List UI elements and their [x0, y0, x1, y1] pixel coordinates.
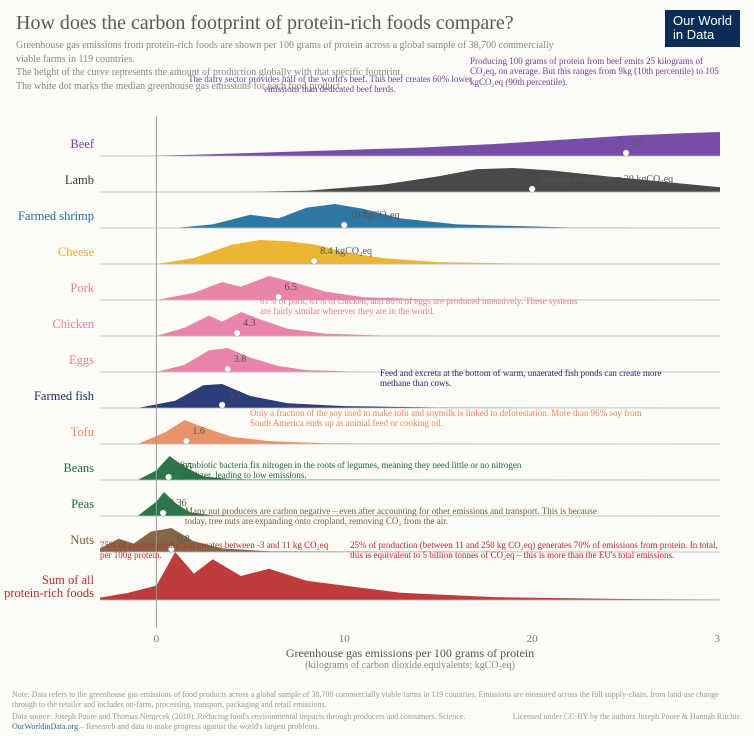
logo-line2: in Data: [673, 28, 732, 42]
annotation-text: Feed and excreta at the bottom of warm, …: [380, 368, 680, 389]
x-tick-label: 10: [339, 633, 351, 645]
footnote-license: Licensed under CC-BY by the authors Jose…: [513, 712, 742, 722]
annotation-text: Only a fraction of the soy used to make …: [250, 408, 650, 429]
row-label: Eggs: [0, 354, 94, 367]
footnote-tagline: – Research and data to make progress aga…: [78, 722, 319, 731]
row-label: Pork: [0, 282, 94, 295]
x-axis-subtitle: (kilograms of carbon dioxide equivalents…: [100, 660, 720, 671]
footnote-note: Note: Data refers to the greenhouse gas …: [12, 690, 742, 710]
row-label: Farmed shrimp: [0, 210, 94, 223]
row-label: Lamb: [0, 174, 94, 187]
annotation-text: Symbiotic bacteria fix nitrogen in the r…: [180, 460, 540, 481]
row-label: Chicken: [0, 318, 94, 331]
footnote-site[interactable]: OurWorldinData.org: [12, 722, 78, 731]
row-label: Peas: [0, 498, 94, 511]
x-tick-label: 20: [527, 633, 539, 645]
x-axis-title: Greenhouse gas emissions per 100 grams o…: [100, 646, 720, 661]
owid-logo: Our World in Data: [665, 10, 740, 47]
annotation-text: 75% of protein production creates betwee…: [100, 540, 330, 561]
row-label: Farmed fish: [0, 390, 94, 403]
x-tick-label: 30: [715, 633, 721, 645]
row-label: Beef: [0, 138, 94, 151]
row-label: Sum of all protein-rich foods: [0, 574, 94, 600]
row-label: Tofu: [0, 426, 94, 439]
annotation-text: 25% of production (between 11 and 250 kg…: [350, 540, 720, 561]
footnote: Note: Data refers to the greenhouse gas …: [12, 690, 742, 732]
row-label: Nuts: [0, 534, 94, 547]
logo-line1: Our World: [673, 14, 732, 28]
row-label: Beans: [0, 462, 94, 475]
annotation-text: Producing 100 grams of protein from beef…: [470, 56, 720, 87]
footnote-source: Data source: Joseph Poore and Thomas Nem…: [12, 712, 465, 722]
x-tick-label: 0: [154, 633, 160, 645]
annotation-text: The dairy sector provides half of the wo…: [180, 74, 480, 95]
annotation-text: Many nut producers are carbon negative –…: [185, 506, 615, 527]
chart-area: Beef25LambAverage emissions = 20 kgCO₂eq…: [0, 108, 754, 648]
annotation-text: 61% of pork, 81% of chicken, and 86% of …: [260, 296, 590, 317]
row-label: Cheese: [0, 246, 94, 259]
chart-title: How does the carbon footprint of protein…: [16, 12, 738, 35]
